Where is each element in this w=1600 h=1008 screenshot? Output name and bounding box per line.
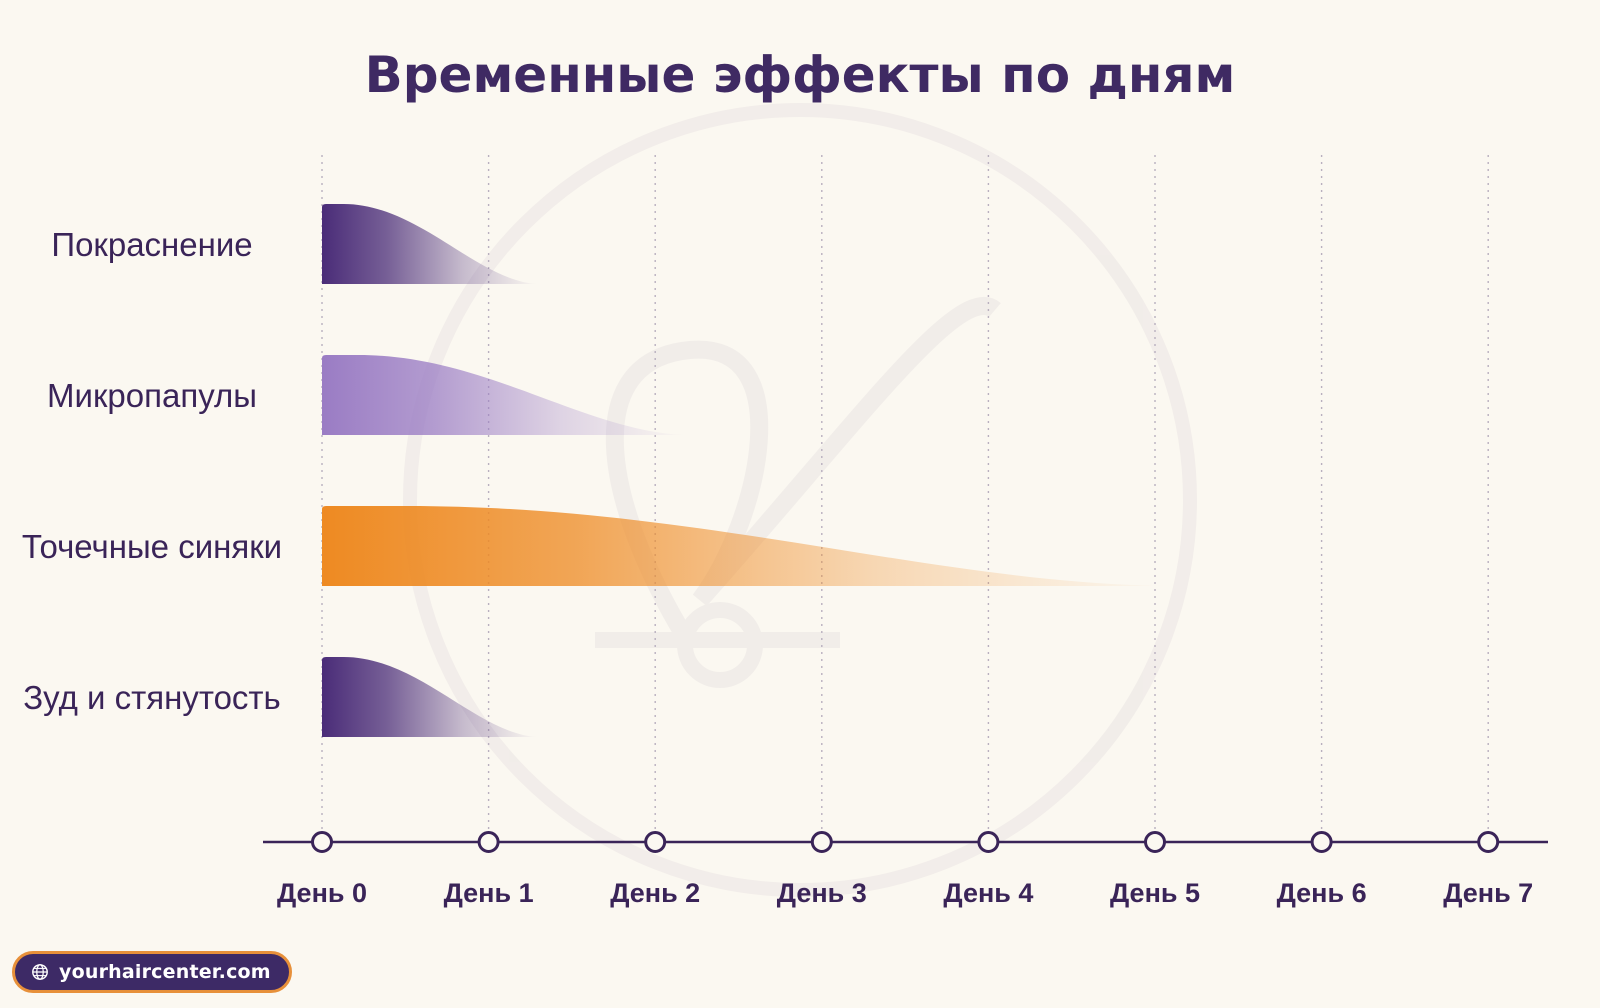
x-axis: День 0 День 1 День 2 День 3 День 4 День 5 День… xyxy=(263,831,1548,908)
bars xyxy=(322,204,1172,737)
axis-tick-marker xyxy=(644,831,667,853)
chart-title: Временные эффекты по дням xyxy=(365,46,1236,104)
axis-tick-marker xyxy=(1477,831,1500,853)
watermark-logo xyxy=(403,103,1197,897)
x-tick-label: День 2 xyxy=(610,878,700,908)
axis-tick-marker xyxy=(311,831,333,853)
category-labels: Покраснение Микропапулы Точечные синяки Зуд… xyxy=(22,226,282,716)
axis-tick-marker xyxy=(810,831,833,853)
category-label: Зуд и стянутость xyxy=(23,679,280,716)
x-tick-label: День 6 xyxy=(1277,878,1367,908)
axis-tick-marker xyxy=(977,831,1000,853)
x-tick-label: День 0 xyxy=(277,878,367,908)
category-label: Покраснение xyxy=(51,226,252,263)
bar-1 xyxy=(322,355,689,435)
category-label: Точечные синяки xyxy=(22,528,282,565)
bar-2 xyxy=(322,506,1172,586)
bar-0 xyxy=(322,204,539,284)
category-label: Микропапулы xyxy=(47,377,257,414)
x-tick-label: День 3 xyxy=(777,878,867,908)
website-url: yourhaircenter.com xyxy=(59,961,271,983)
website-badge[interactable]: yourhaircenter.com xyxy=(12,951,292,993)
axis-tick-marker xyxy=(477,831,500,853)
x-tick-label: День 4 xyxy=(943,878,1033,908)
axis-tick-marker xyxy=(1310,831,1333,853)
axis-tick-marker xyxy=(1144,831,1166,853)
x-tick-label: День 5 xyxy=(1110,878,1200,908)
x-tick-label: День 1 xyxy=(444,878,534,908)
grid xyxy=(321,155,1489,842)
x-tick-label: День 7 xyxy=(1443,878,1533,908)
bar-3 xyxy=(322,657,539,737)
globe-icon xyxy=(32,964,48,980)
